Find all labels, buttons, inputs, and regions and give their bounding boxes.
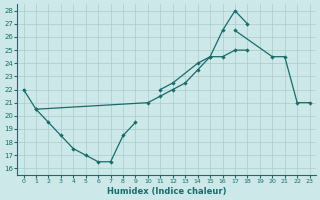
- X-axis label: Humidex (Indice chaleur): Humidex (Indice chaleur): [107, 187, 226, 196]
